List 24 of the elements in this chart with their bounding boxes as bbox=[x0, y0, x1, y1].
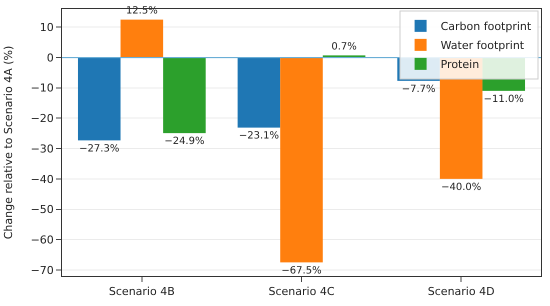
data-label: −40.0% bbox=[441, 182, 482, 193]
y-tick-label: −10 bbox=[30, 82, 54, 95]
y-tick-label: −60 bbox=[30, 233, 54, 246]
y-tick-label: 10 bbox=[40, 21, 54, 34]
data-label: −11.0% bbox=[484, 94, 524, 105]
data-label: −24.9% bbox=[164, 136, 204, 148]
data-label: −7.7% bbox=[402, 84, 436, 95]
data-label: −67.5% bbox=[281, 265, 322, 276]
legend-label: Carbon footprint bbox=[440, 20, 532, 34]
legend-label: Water footprint bbox=[440, 39, 525, 52]
y-axis-title: Change relative to Scenario 4A (%) bbox=[2, 46, 16, 240]
data-label: −27.3% bbox=[79, 143, 120, 154]
y-tick-label: −50 bbox=[30, 203, 54, 216]
x-tick-label: Scenario 4C bbox=[268, 285, 335, 298]
y-tick-label: −30 bbox=[30, 142, 54, 156]
y-tick-label: 0 bbox=[46, 51, 54, 64]
y-tick-label: −70 bbox=[30, 264, 54, 277]
y-tick-label: −40 bbox=[30, 172, 54, 186]
y-tick-label: −20 bbox=[30, 112, 54, 126]
data-label: 0.7% bbox=[331, 41, 357, 52]
x-tick-label: Scenario 4B bbox=[108, 285, 175, 298]
legend-label: Protein bbox=[440, 58, 480, 72]
x-tick-label: Scenario 4D bbox=[428, 285, 495, 298]
data-label: −23.1% bbox=[238, 130, 279, 142]
